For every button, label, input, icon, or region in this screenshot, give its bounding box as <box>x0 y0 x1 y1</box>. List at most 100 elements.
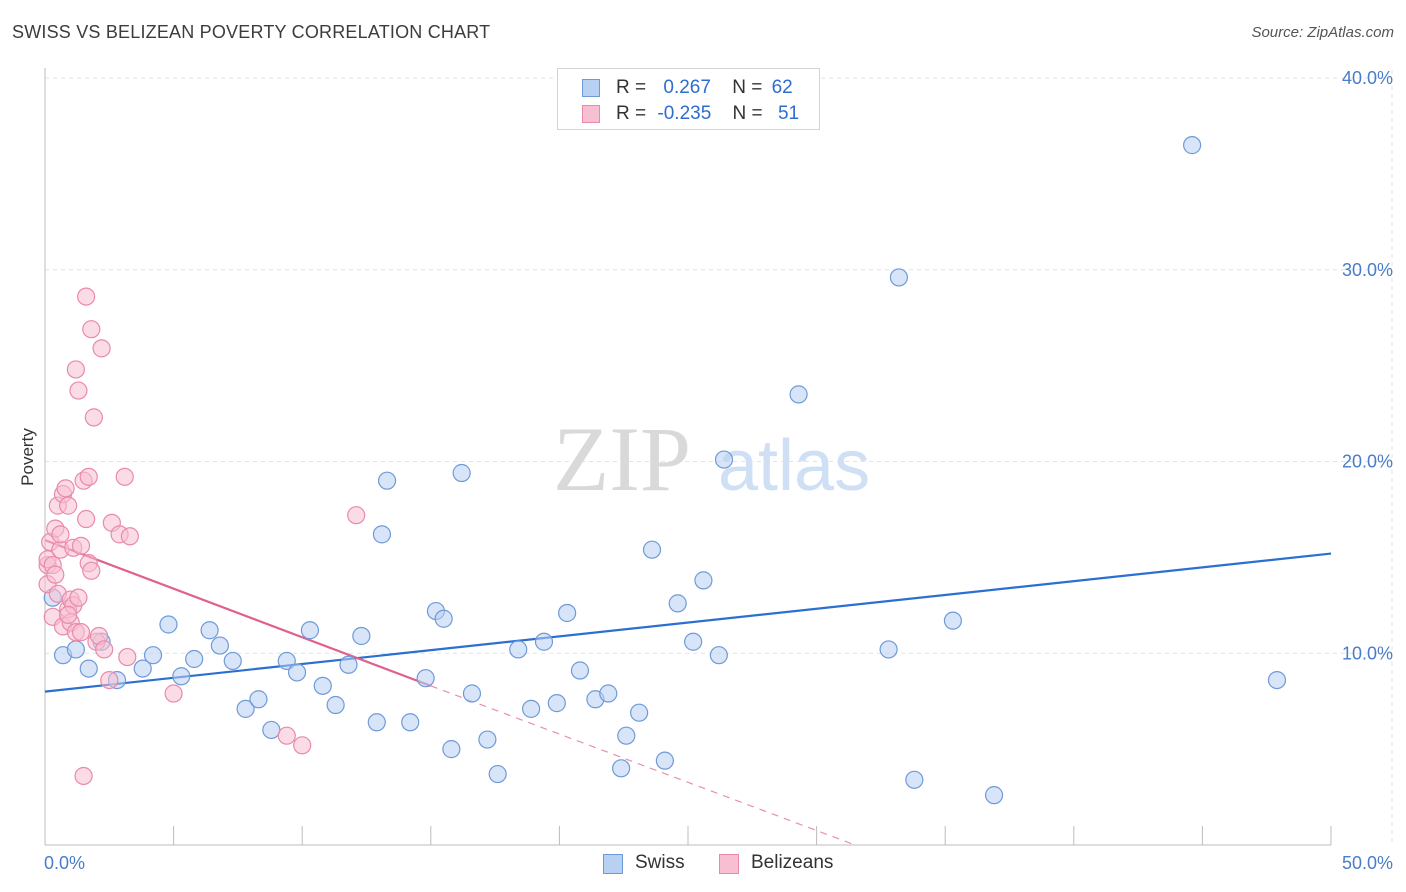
bottom-belizeans-label: Belizeans <box>751 852 834 873</box>
swiss-point-17 <box>277 651 296 671</box>
belizean-point-27 <box>74 766 93 786</box>
swiss-point-16 <box>262 720 281 740</box>
swiss-r-label: R = <box>616 77 647 98</box>
belizean-point-44 <box>120 527 139 546</box>
trendlines <box>44 539 1332 846</box>
swiss-point-58 <box>943 611 963 630</box>
swiss-point-56 <box>889 268 909 287</box>
belizean-point-33 <box>82 320 101 339</box>
swiss-point-33 <box>462 684 482 703</box>
belizeans-r-label: R = <box>616 103 647 124</box>
belizean-point-32 <box>82 561 101 580</box>
swiss-point-50 <box>684 632 703 651</box>
swiss-point-24 <box>367 713 386 732</box>
watermark-zip: ZIP <box>553 408 691 510</box>
bottom-belizeans-swatch <box>719 854 739 874</box>
tick-labels: 10.0% 20.0% 30.0% 40.0% 0.0% 50.0% <box>44 68 1393 873</box>
belizean-point-24 <box>71 536 91 555</box>
x-tick-label-0: 0.0% <box>44 853 85 873</box>
belizean-point-43 <box>118 647 137 667</box>
swiss-point-21 <box>326 695 345 715</box>
swiss-point-22 <box>339 655 358 674</box>
swiss-point-60 <box>1183 136 1202 155</box>
swiss-point-61 <box>1267 670 1287 690</box>
swiss-point-14 <box>236 699 255 718</box>
swiss-point-27 <box>401 713 420 732</box>
swiss-point-48 <box>655 751 674 770</box>
belizean-point-34 <box>84 408 103 427</box>
swiss-point-6 <box>133 659 152 678</box>
belizean-point-48 <box>347 506 366 525</box>
belizean-point-45 <box>164 684 183 703</box>
swiss-point-53 <box>714 450 734 469</box>
belizean-point-11 <box>51 525 70 544</box>
belizean-trendline-1 <box>44 539 432 687</box>
watermark-atlas: atlas <box>718 426 870 506</box>
x-tick-label-1: 50.0% <box>1342 853 1393 873</box>
swiss-point-10 <box>185 649 204 669</box>
swiss-point-40 <box>558 603 577 623</box>
chart-title: SWISS VS BELIZEAN POVERTY CORRELATION CH… <box>12 22 491 42</box>
belizean-point-15 <box>59 496 78 515</box>
y-tick-label-3: 40.0% <box>1342 68 1393 88</box>
belizean-point-29 <box>77 287 96 306</box>
swiss-point-38 <box>534 632 554 651</box>
swiss-point-35 <box>488 764 507 784</box>
y-tick-label-2: 30.0% <box>1342 260 1393 280</box>
swiss-point-30 <box>434 609 453 628</box>
y-tick-label-1: 20.0% <box>1342 452 1393 472</box>
chart-source: Source: ZipAtlas.com <box>1251 24 1394 41</box>
belizean-point-28 <box>77 509 96 529</box>
belizeans-n-value: 51 <box>777 103 800 124</box>
belizeans-swatch <box>582 105 600 123</box>
belizean-point-38 <box>95 640 114 659</box>
swiss-point-32 <box>452 463 471 483</box>
swiss-point-28 <box>416 669 435 688</box>
swiss-point-13 <box>223 651 242 671</box>
swiss-swatch <box>582 79 600 97</box>
belizean-point-14 <box>56 479 75 498</box>
belizeans-r-value: -0.235 <box>657 103 712 124</box>
swiss-point-36 <box>509 640 528 659</box>
swiss-point-23 <box>352 626 371 646</box>
belizean-point-21 <box>66 360 85 379</box>
belizean-point-46 <box>277 726 296 745</box>
belizean-point-49 <box>69 588 88 607</box>
swiss-point-47 <box>642 540 662 559</box>
swiss-point-9 <box>172 667 191 686</box>
swiss-point-12 <box>210 636 229 655</box>
swiss-point-3 <box>79 659 98 678</box>
swiss-point-20 <box>313 676 332 695</box>
belizean-point-37 <box>92 339 111 358</box>
swiss-point-49 <box>668 594 687 613</box>
y-tick-label-0: 10.0% <box>1342 643 1393 663</box>
swiss-point-18 <box>287 663 307 682</box>
belizean-point-42 <box>115 467 134 486</box>
swiss-point-43 <box>599 684 618 703</box>
correlation-legend: R = 0.267 N = 62 R = -0.235 N = 51 <box>557 68 820 130</box>
swiss-point-15 <box>249 690 268 709</box>
swiss-point-26 <box>377 471 397 490</box>
swiss-point-2 <box>66 640 85 659</box>
bottom-swiss-swatch <box>603 854 623 874</box>
swiss-point-31 <box>442 740 461 759</box>
swiss-point-45 <box>617 726 636 745</box>
belizean-point-30 <box>79 467 98 486</box>
swiss-point-7 <box>143 646 163 665</box>
bottom-swiss-label: Swiss <box>635 852 685 873</box>
swiss-point-54 <box>789 385 808 404</box>
belizean-trendline-2 <box>430 685 856 846</box>
belizean-point-7 <box>46 565 65 584</box>
swiss-point-44 <box>612 759 631 778</box>
belizean-point-47 <box>293 736 312 755</box>
swiss-point-46 <box>630 703 649 722</box>
belizeans-n-label: N = <box>732 103 763 124</box>
belizean-point-39 <box>100 670 119 690</box>
belizean-point-23 <box>69 381 88 400</box>
swiss-point-37 <box>522 699 541 718</box>
swiss-point-51 <box>694 571 713 590</box>
swiss-point-19 <box>300 621 320 640</box>
y-axis-label: Poverty <box>18 428 37 486</box>
swiss-point-11 <box>200 621 219 640</box>
